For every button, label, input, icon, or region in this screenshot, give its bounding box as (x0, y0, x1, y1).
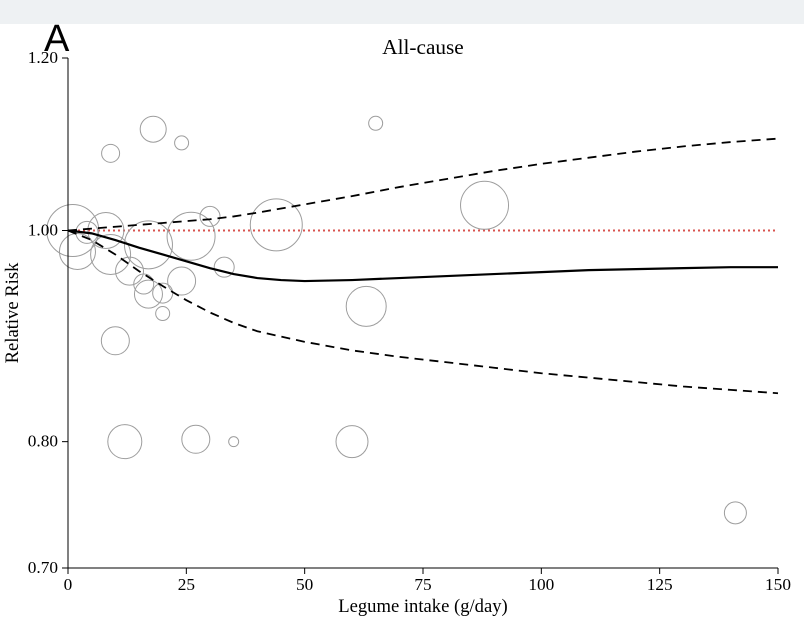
figure-panel: A All-cause0255075100125150Legume intake… (0, 0, 804, 628)
study-bubble (182, 425, 210, 453)
center-curve (68, 231, 778, 282)
x-tick-label: 0 (64, 575, 73, 594)
x-tick-label: 150 (765, 575, 791, 594)
ci-upper-curve (68, 139, 778, 231)
study-bubble (346, 286, 386, 326)
y-tick-label: 1.00 (28, 221, 58, 240)
y-tick-label: 0.80 (28, 432, 58, 451)
y-axis-title: Relative Risk (2, 262, 23, 363)
study-bubble (369, 116, 383, 130)
study-bubble (336, 426, 368, 458)
x-tick-label: 25 (178, 575, 195, 594)
study-bubble (134, 274, 154, 294)
x-tick-label: 100 (528, 575, 554, 594)
study-bubble (140, 116, 166, 142)
dose-response-chart: All-cause 0 25 50 75 100 125 150 Legume intake (… (0, 0, 804, 628)
ci-lower-curve (68, 231, 778, 394)
study-bubble (101, 327, 129, 355)
x-tick-label: 125 (647, 575, 673, 594)
study-bubble (229, 437, 239, 447)
study-bubble (108, 425, 142, 459)
y-tick-label: 0.70 (28, 558, 58, 577)
study-bubble (200, 206, 220, 226)
study-bubble (461, 181, 509, 229)
chart-title: All-cause (382, 35, 463, 59)
y-tick-label: 1.20 (28, 48, 58, 67)
bubble-layer (47, 116, 747, 524)
study-bubble (724, 502, 746, 524)
study-bubble (175, 136, 189, 150)
x-tick-label: 50 (296, 575, 313, 594)
x-tick-label: 75 (414, 575, 431, 594)
study-bubble (156, 307, 170, 321)
study-bubble (102, 144, 120, 162)
x-axis-title: Legume intake (g/day) (338, 596, 507, 617)
